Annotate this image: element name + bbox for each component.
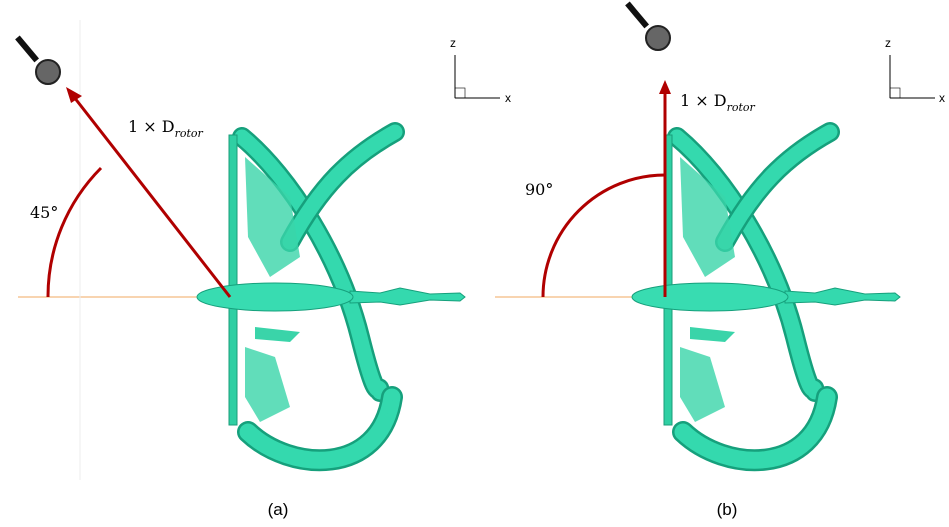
aircraft — [632, 132, 900, 460]
angle-label: 45° — [30, 203, 58, 222]
axes-icon: z x — [885, 36, 945, 105]
distance-main: 1 × D — [680, 91, 727, 110]
distance-label: 1 × Drotor — [128, 117, 204, 140]
microphone — [15, 36, 60, 84]
angle-arc — [48, 168, 101, 297]
distance-subscript: rotor — [727, 101, 756, 114]
caption: (b) — [717, 500, 738, 519]
axis-z: z — [450, 36, 456, 50]
axis-x: x — [939, 91, 945, 105]
aircraft — [197, 132, 465, 460]
distance-label: 1 × Drotor — [680, 91, 756, 114]
caption: (a) — [268, 500, 289, 519]
microphone — [625, 2, 670, 50]
angle-arc — [543, 175, 665, 297]
distance-main: 1 × D — [128, 117, 175, 136]
panel-a: 45° 1 × Drotor z x (a) — [15, 20, 511, 519]
axis-z: z — [885, 36, 891, 50]
angle-label: 90° — [525, 180, 553, 199]
distance-subscript: rotor — [175, 127, 204, 140]
panel-b: 90° 1 × Drotor z x (b) — [495, 2, 945, 519]
arrow-head — [659, 80, 671, 94]
axis-x: x — [505, 91, 511, 105]
axes-icon: z x — [450, 36, 511, 105]
figure: 45° 1 × Drotor z x (a) 90° 1 × Drotor z … — [0, 0, 949, 527]
